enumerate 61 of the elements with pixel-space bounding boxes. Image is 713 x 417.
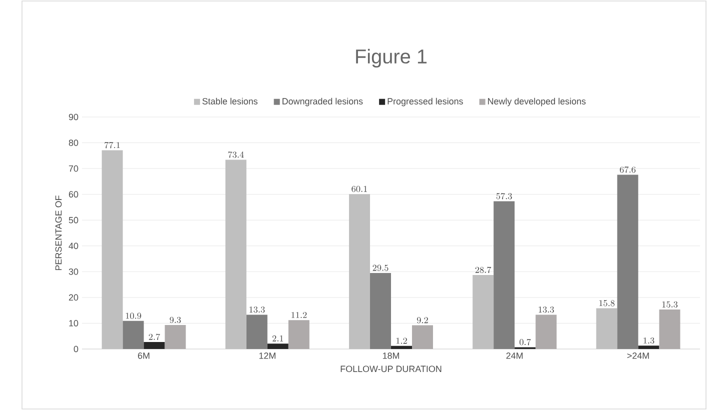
data-label: 10.9 — [126, 312, 142, 319]
data-label: 1 .2 — [396, 338, 407, 344]
x-axis-title: FOLLOW-UP DURATION — [340, 366, 442, 372]
bar — [596, 308, 618, 349]
data-label: 0.7 — [520, 338, 531, 346]
y-tick-label: 40 — [68, 242, 78, 250]
bar — [225, 160, 246, 349]
legend-label: Stable lesions — [202, 98, 258, 104]
y-tick-label: 10 — [69, 320, 78, 326]
data-label: 2. 1 — [272, 335, 284, 342]
data-label: 1 .3 — [644, 337, 654, 344]
bar — [391, 346, 412, 349]
data-label: 67.6 — [620, 166, 636, 173]
bar — [164, 325, 186, 349]
bar — [472, 275, 494, 349]
y-tick-label: 50 — [68, 216, 78, 224]
data-label: 73.4 — [228, 152, 244, 158]
legend-label: Newly developed lesions — [488, 98, 586, 106]
data-label: 13.3 — [538, 306, 554, 313]
data-label: 28.7 — [475, 266, 492, 274]
bar — [536, 314, 557, 349]
legend-label: Downgraded lesions — [282, 98, 363, 106]
bar — [617, 174, 638, 349]
bar — [412, 325, 434, 349]
data-label: 9.2 — [417, 317, 428, 324]
y-tick-label: 30 — [68, 268, 78, 275]
y-tick-label: 60 — [68, 191, 78, 198]
data-label: 57.3 — [496, 193, 512, 200]
legend-label: Progressed lesions — [388, 98, 463, 106]
data-label: 2.7 — [148, 334, 160, 340]
bar — [102, 150, 123, 349]
bar — [659, 310, 680, 349]
y-tick-label: 20 — [68, 294, 78, 301]
y-tick-label: 90 — [68, 114, 78, 120]
data-label: 15.3 — [662, 301, 678, 308]
bar — [122, 320, 144, 349]
x-tick-label: 18M — [382, 352, 399, 359]
data-label: 60. 1 — [352, 186, 367, 192]
bar — [494, 201, 515, 349]
bar — [349, 194, 370, 349]
bar — [144, 342, 165, 349]
bar — [638, 346, 660, 349]
y-axis-title: PERSENTAGE OF — [55, 196, 62, 270]
y-tick-label: 70 — [68, 165, 78, 172]
data-label: 77. 1 — [104, 142, 120, 148]
data-label: 13.3 — [250, 306, 265, 313]
y-tick-label: 0 — [74, 346, 78, 352]
data-label: 29.5 — [372, 264, 388, 271]
bar — [267, 344, 288, 349]
data-label: 15.8 — [599, 300, 615, 306]
y-tick-label: 80 — [68, 140, 78, 146]
x-tick-label: >24M — [627, 352, 649, 359]
data-label: 9.3 — [170, 316, 181, 324]
data-label: 11 .2 — [292, 312, 307, 318]
x-tick-label: 12M — [259, 352, 276, 359]
bar — [246, 314, 268, 349]
x-tick-label: 24M — [506, 352, 523, 359]
bar — [288, 320, 310, 349]
chart-title: Figure 1 — [356, 48, 427, 68]
x-tick-label: 6M — [138, 352, 150, 359]
bar — [370, 272, 392, 349]
